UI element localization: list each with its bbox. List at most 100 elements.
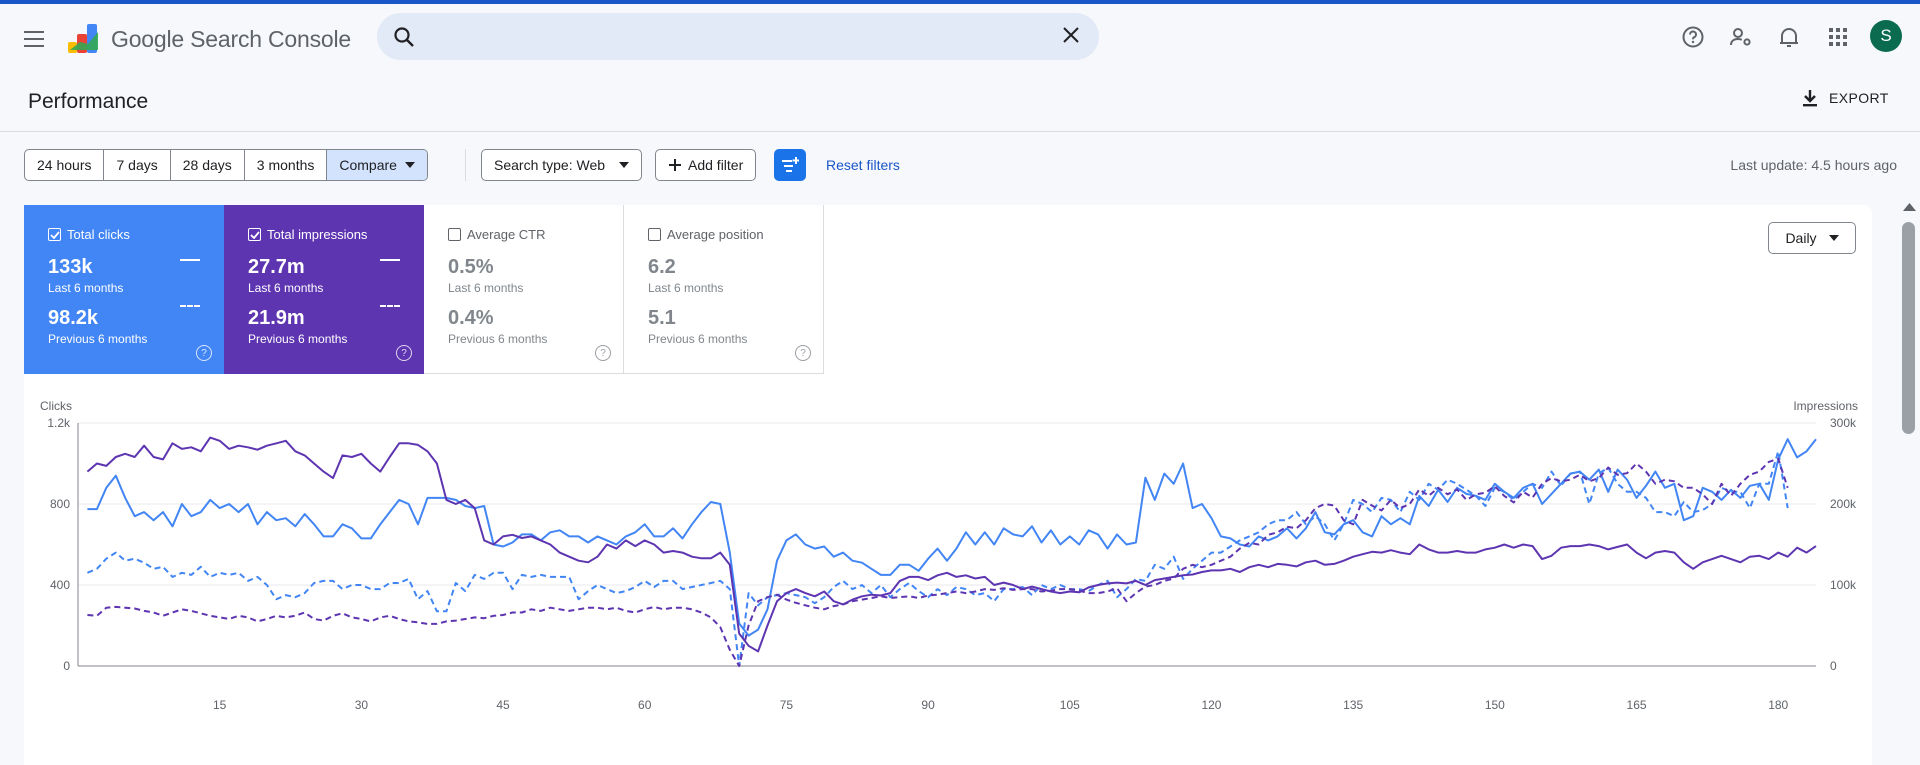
search-type-filter-button[interactable]: Search type: Web — [481, 149, 643, 181]
range-28-days-button[interactable]: 28 days — [171, 150, 245, 180]
metric-current-value: 27.7m — [248, 256, 305, 278]
checkbox-unchecked-icon[interactable] — [448, 228, 461, 241]
metric-previous-value: 5.1 — [648, 307, 676, 329]
x-tick-label: 120 — [1201, 698, 1221, 712]
metric-previous-label: Previous 6 months — [248, 332, 348, 346]
dashed-line-legend-icon — [380, 305, 400, 307]
search-input[interactable] — [433, 21, 1013, 51]
help-icon[interactable]: ? — [795, 345, 811, 361]
plus-icon — [669, 159, 681, 171]
help-icon[interactable]: ? — [196, 345, 212, 361]
last-update-text: Last update: 4.5 hours ago — [1730, 157, 1897, 173]
y-right-tick-label: 0 — [1830, 659, 1837, 673]
total-clicks-card[interactable]: Total clicks 133k Last 6 months 98.2k Pr… — [24, 205, 224, 374]
compare-label: Compare — [339, 157, 397, 173]
hamburger-menu-icon[interactable] — [20, 24, 50, 54]
solid-line-legend-icon — [380, 259, 400, 261]
range-24-hours-button[interactable]: 24 hours — [25, 150, 105, 180]
x-tick-label: 30 — [355, 698, 369, 712]
metric-label: Average position — [667, 227, 764, 242]
caret-down-icon — [404, 162, 415, 168]
help-icon[interactable] — [1680, 24, 1706, 50]
y-right-tick-label: 300k — [1830, 416, 1857, 430]
metric-previous-label: Previous 6 months — [648, 332, 748, 346]
metric-previous-label: Previous 6 months — [448, 332, 548, 346]
solid-line-legend-icon — [180, 259, 200, 261]
scroll-up-arrow-icon[interactable] — [1899, 197, 1920, 217]
metric-label: Average CTR — [467, 227, 546, 242]
y-right-tick-label: 100k — [1830, 578, 1857, 592]
series-line — [87, 450, 1789, 667]
x-tick-label: 60 — [638, 698, 652, 712]
granularity-label: Daily — [1785, 230, 1817, 246]
metric-label: Total clicks — [67, 227, 130, 242]
range-7-days-button[interactable]: 7 days — [104, 150, 171, 180]
x-tick-label: 75 — [780, 698, 794, 712]
granularity-dropdown[interactable]: Daily — [1768, 222, 1856, 254]
notifications-bell-icon[interactable] — [1776, 24, 1802, 50]
metric-previous-label: Previous 6 months — [48, 332, 148, 346]
range-3-months-button[interactable]: 3 months — [245, 150, 328, 180]
export-button[interactable]: EXPORT — [1801, 88, 1889, 108]
reset-filters-link[interactable]: Reset filters — [826, 157, 900, 173]
avatar[interactable]: S — [1870, 20, 1902, 52]
x-tick-label: 150 — [1485, 698, 1505, 712]
page-scrollbar[interactable] — [1899, 197, 1920, 754]
filter-list-icon — [782, 157, 799, 172]
average-ctr-card[interactable]: Average CTR 0.5% Last 6 months 0.4% Prev… — [424, 205, 624, 374]
series-line — [86, 436, 1817, 653]
help-icon[interactable]: ? — [595, 345, 611, 361]
apps-grid-icon[interactable] — [1825, 24, 1851, 50]
metric-cards: Total clicks 133k Last 6 months 98.2k Pr… — [24, 205, 824, 374]
metric-current-label: Last 6 months — [448, 281, 524, 295]
metric-previous-value: 21.9m — [248, 307, 305, 329]
x-tick-label: 105 — [1060, 698, 1080, 712]
checkbox-checked-icon[interactable] — [48, 228, 61, 241]
y-left-tick-label: 1.2k — [47, 416, 71, 430]
caret-down-icon — [619, 162, 630, 168]
dashed-line-legend-icon — [180, 305, 200, 307]
checkbox-unchecked-icon[interactable] — [648, 228, 661, 241]
metric-label: Total impressions — [267, 227, 368, 242]
download-icon — [1803, 90, 1817, 107]
help-icon[interactable]: ? — [396, 345, 412, 361]
add-filter-label: Add filter — [688, 157, 744, 173]
add-filter-button[interactable]: Add filter — [655, 149, 757, 181]
user-settings-icon[interactable] — [1728, 24, 1754, 50]
performance-chart: 0 0 400 100k 800 200k 1.2k 300k 15 30 45 60 75 90 105 1… — [40, 399, 1858, 712]
filter-settings-button[interactable] — [774, 149, 806, 181]
y-left-tick-label: 800 — [50, 497, 70, 511]
metric-current-value: 6.2 — [648, 256, 676, 278]
search-console-logo[interactable] — [66, 20, 102, 56]
x-tick-label: 135 — [1343, 698, 1363, 712]
x-tick-label: 165 — [1627, 698, 1647, 712]
average-position-card[interactable]: Average position 6.2 Last 6 months 5.1 P… — [624, 205, 824, 374]
x-tick-label: 180 — [1768, 698, 1788, 712]
compare-dropdown-button[interactable]: Compare — [327, 150, 427, 180]
x-tick-label: 15 — [213, 698, 227, 712]
metric-current-value: 0.5% — [448, 256, 494, 278]
app-title: Google Search Console — [111, 26, 352, 52]
search-bar[interactable] — [377, 13, 1099, 60]
metric-previous-value: 0.4% — [448, 307, 494, 329]
metric-current-value: 133k — [48, 256, 93, 278]
header-divider — [0, 131, 1920, 132]
search-icon — [393, 26, 415, 53]
close-icon[interactable] — [1061, 25, 1081, 50]
total-impressions-card[interactable]: Total impressions 27.7m Last 6 months 21… — [224, 205, 424, 374]
metric-current-label: Last 6 months — [248, 281, 324, 295]
page-title: Performance — [28, 90, 149, 113]
caret-down-icon — [1828, 235, 1839, 241]
x-tick-label: 90 — [921, 698, 935, 712]
y-axis-left-label: Clicks — [40, 399, 72, 413]
series-line — [87, 457, 1789, 667]
metric-previous-value: 98.2k — [48, 307, 99, 329]
metric-current-label: Last 6 months — [48, 281, 124, 295]
y-left-tick-label: 400 — [50, 578, 70, 592]
scrollbar-thumb[interactable] — [1902, 222, 1915, 434]
top-accent-bar — [0, 0, 1920, 4]
checkbox-checked-icon[interactable] — [248, 228, 261, 241]
toolbar-separator — [465, 149, 466, 181]
export-label: EXPORT — [1829, 90, 1889, 106]
date-range-selector: 24 hours 7 days 28 days 3 months Compare — [24, 149, 428, 181]
